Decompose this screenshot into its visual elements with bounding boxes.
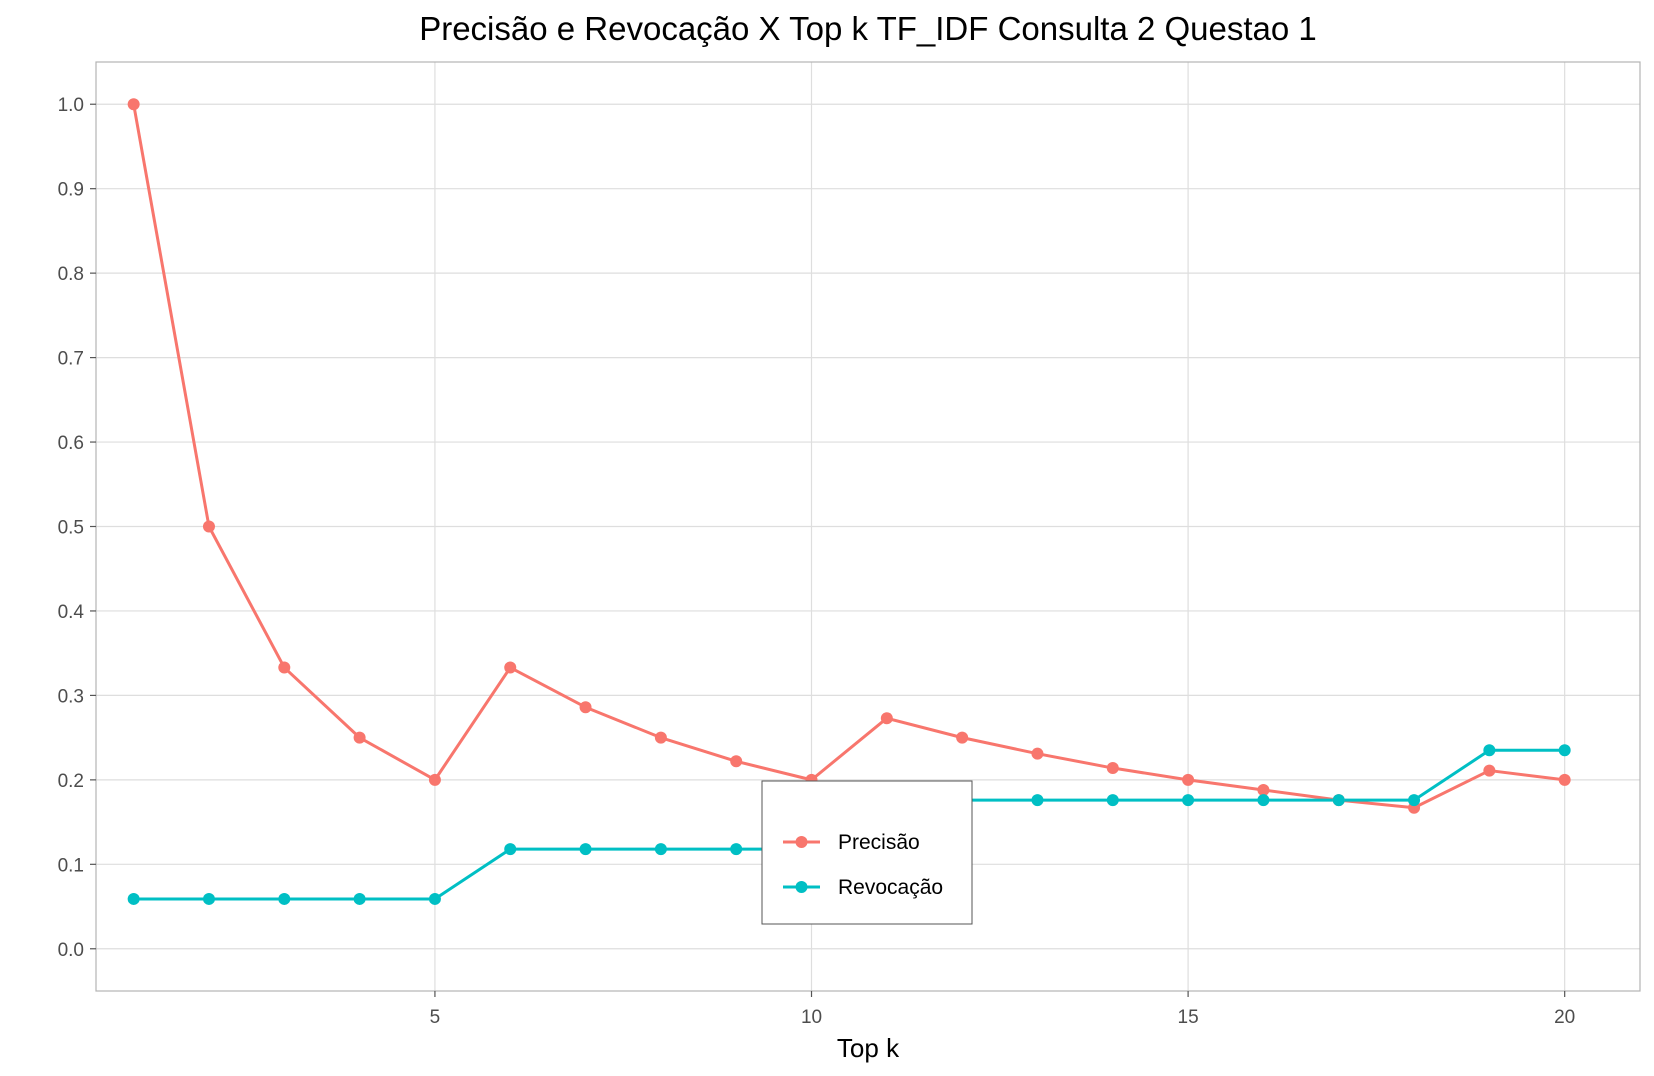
data-point-precisao [1558, 773, 1571, 786]
data-point-precisao [428, 773, 441, 786]
x-tick-label: 20 [1554, 1007, 1575, 1028]
data-point-revocacao [504, 843, 517, 856]
data-point-revocacao [654, 843, 667, 856]
data-point-precisao [956, 731, 969, 744]
data-point-revocacao [1257, 794, 1270, 807]
y-tick-label: 0.7 [58, 349, 84, 370]
data-point-precisao [579, 701, 592, 714]
data-point-precisao [654, 731, 667, 744]
data-point-precisao [278, 661, 291, 674]
y-tick-label: 0.5 [58, 518, 84, 539]
data-point-revocacao [202, 892, 215, 905]
data-point-revocacao [1483, 744, 1496, 757]
data-point-precisao [1257, 783, 1270, 796]
x-tick-label: 10 [801, 1007, 822, 1028]
data-point-precisao [730, 755, 743, 768]
data-point-precisao [353, 731, 366, 744]
data-point-revocacao [730, 843, 743, 856]
data-point-revocacao [1332, 794, 1345, 807]
data-point-revocacao [1031, 794, 1044, 807]
y-tick-label: 0.3 [58, 686, 84, 707]
y-tick-label: 0.1 [58, 855, 84, 876]
x-axis-title: Top k [837, 1033, 900, 1063]
y-tick-label: 0.4 [58, 602, 85, 623]
y-tick-label: 0.9 [58, 180, 84, 201]
y-tick-label: 0.6 [58, 433, 84, 454]
y-tick-label: 0.8 [58, 264, 84, 285]
data-point-revocacao [278, 892, 291, 905]
data-point-precisao [1182, 773, 1195, 786]
legend-box [761, 780, 973, 925]
data-point-revocacao [1182, 794, 1195, 807]
x-tick-label: 5 [430, 1007, 441, 1028]
x-axis-ticks: 5 10 15 20 [430, 991, 1575, 1028]
data-point-revocacao [428, 892, 441, 905]
y-axis-ticks: 0.0 0.1 0.2 0.3 0.4 0.5 0.6 0.7 0.8 0.9 1.0 [58, 95, 96, 961]
data-point-revocacao [1106, 794, 1119, 807]
y-tick-label: 0.0 [58, 940, 84, 961]
data-point-precisao [1483, 764, 1496, 777]
x-tick-label: 15 [1178, 1007, 1199, 1028]
chart-title: Precisão e Revocação X Top k TF_IDF Cons… [419, 10, 1317, 47]
data-point-precisao [127, 98, 140, 111]
y-tick-label: 0.2 [58, 771, 84, 792]
data-point-revocacao [353, 892, 366, 905]
data-point-revocacao [127, 892, 140, 905]
legend-label-precisao: Precisão [838, 831, 920, 854]
legend-label-revocacao: Revocação [838, 876, 943, 899]
data-point-precisao [202, 520, 215, 533]
legend: Precisão Revocação [761, 780, 973, 925]
y-tick-label: 1.0 [58, 95, 84, 116]
data-point-precisao [1106, 762, 1119, 775]
series-points [127, 98, 1571, 905]
legend-key-point-revocacao [795, 881, 808, 893]
data-point-precisao [1031, 747, 1044, 760]
series-line-precisao [132, 103, 1565, 810]
data-point-revocacao [1408, 794, 1421, 807]
data-point-revocacao [579, 843, 592, 856]
data-point-revocacao [1558, 744, 1571, 757]
data-point-precisao [880, 712, 893, 725]
legend-key-point-precisao [795, 836, 808, 848]
data-point-precisao [504, 661, 517, 674]
